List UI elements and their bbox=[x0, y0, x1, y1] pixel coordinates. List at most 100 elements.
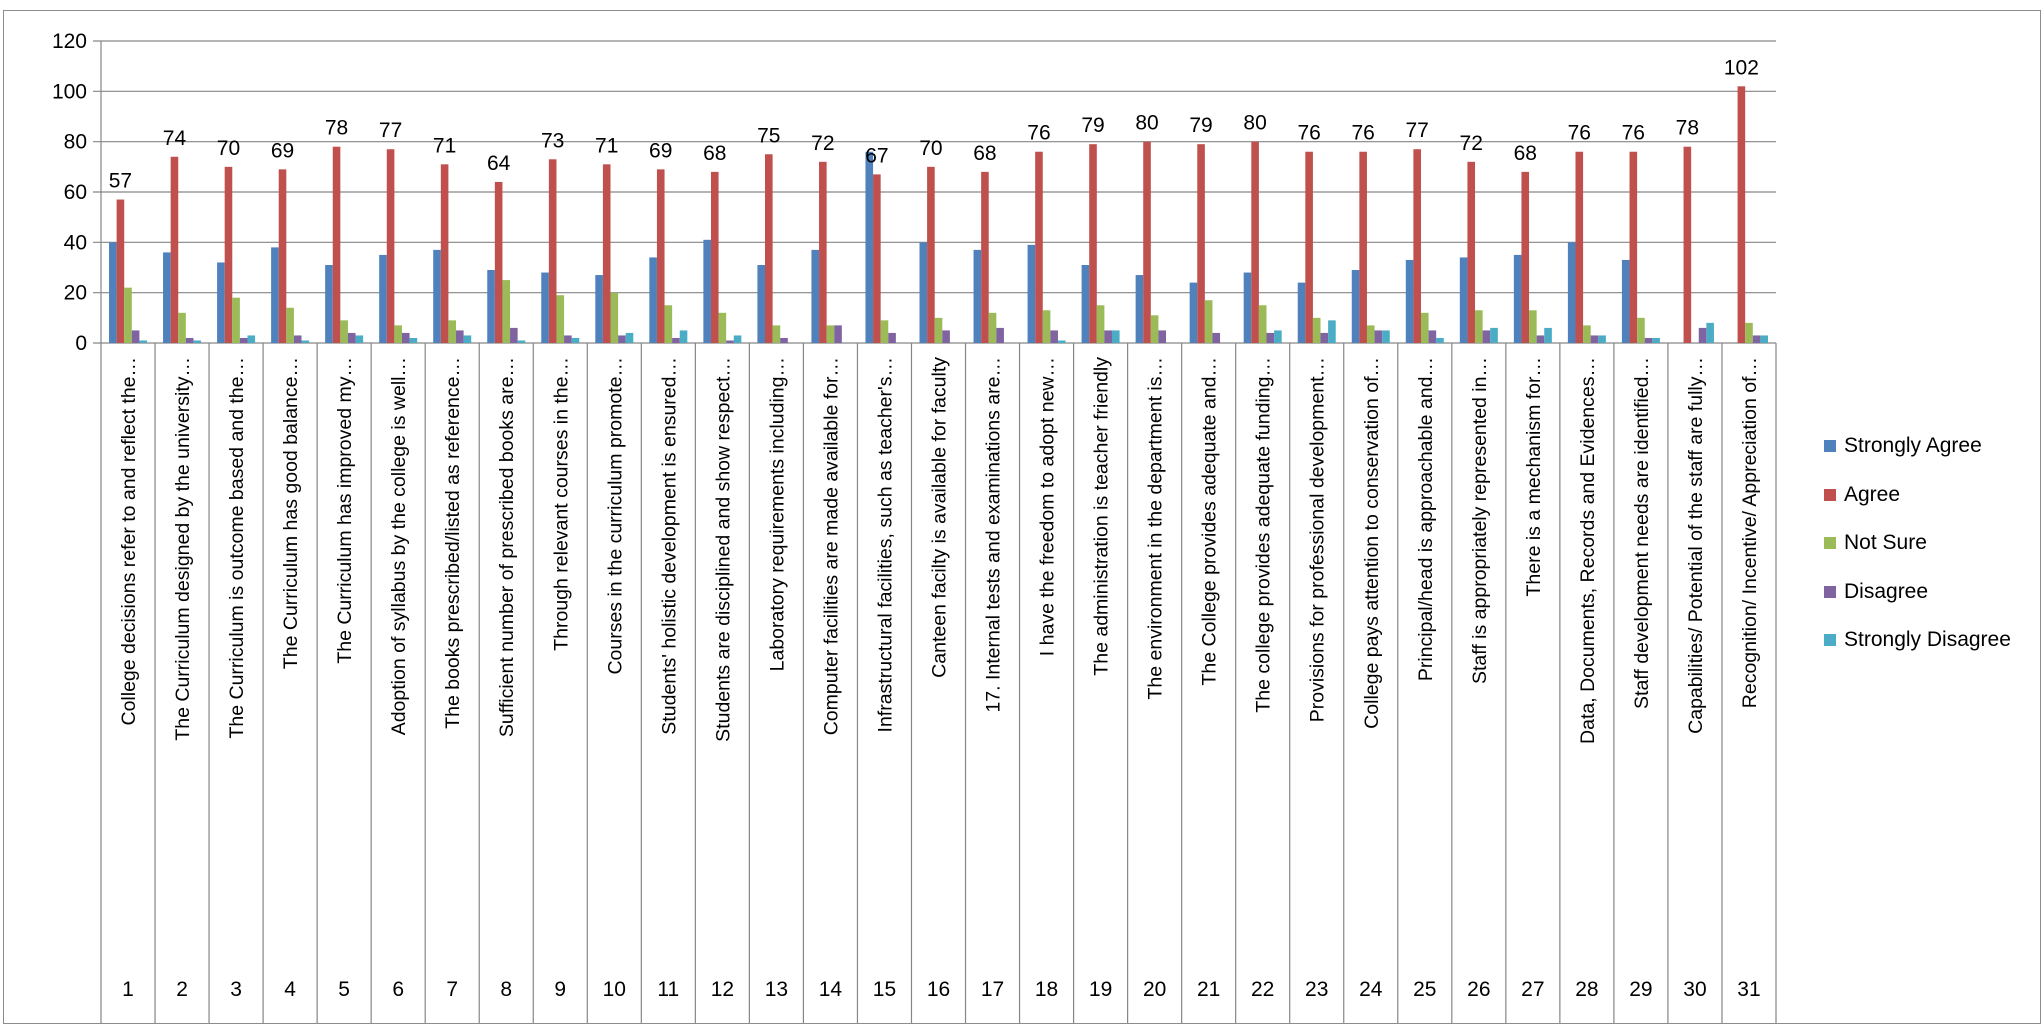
bar-strongly-agree bbox=[1567, 242, 1576, 343]
legend-swatch bbox=[1824, 585, 1836, 598]
bar-strongly-agree bbox=[379, 254, 387, 343]
bar-disagree bbox=[1266, 332, 1275, 343]
data-label: 102 bbox=[1724, 56, 1759, 79]
bar-not-sure bbox=[718, 312, 727, 343]
bar-not-sure bbox=[934, 317, 943, 343]
bar-strongly-disagree bbox=[139, 340, 148, 343]
x-tick-label: 1 bbox=[122, 978, 134, 1001]
x-tick-label: 19 bbox=[1089, 978, 1112, 1001]
bar-not-sure bbox=[664, 305, 673, 343]
bar-strongly-disagree bbox=[1706, 322, 1714, 343]
bar-disagree bbox=[131, 330, 140, 343]
category-statement: Data, Documents, Records and Evidences… bbox=[1577, 357, 1599, 744]
bar-not-sure bbox=[178, 312, 186, 343]
category-statement: Adoption of syllabus by the college is w… bbox=[388, 357, 410, 735]
data-label: 71 bbox=[595, 134, 618, 157]
category-statement: The Curriculum has improved my… bbox=[334, 357, 356, 664]
bar-strongly-disagree bbox=[517, 340, 526, 343]
x-tick-label: 30 bbox=[1683, 978, 1706, 1001]
bar-disagree bbox=[1374, 330, 1383, 343]
category-statement: Principal/head is approachable and… bbox=[1415, 357, 1437, 681]
bar-strongly-agree bbox=[757, 264, 766, 343]
bar-agree bbox=[1575, 151, 1584, 343]
category-statement: The books prescribed/listed as reference… bbox=[442, 357, 464, 729]
bar-not-sure bbox=[1420, 312, 1429, 343]
bar-strongly-agree bbox=[325, 264, 333, 343]
y-tick-label: 0 bbox=[75, 332, 87, 355]
data-label: 79 bbox=[1081, 114, 1104, 137]
x-tick-label: 25 bbox=[1413, 978, 1436, 1001]
x-tick-label: 14 bbox=[819, 978, 843, 1001]
x-tick-label: 9 bbox=[554, 978, 566, 1001]
bar-not-sure bbox=[340, 320, 348, 343]
bar-agree bbox=[1359, 151, 1367, 343]
bar-not-sure bbox=[394, 325, 402, 343]
legend-label: Agree bbox=[1844, 482, 1901, 506]
legend-item: Not Sure bbox=[1824, 519, 2011, 568]
bar-disagree bbox=[293, 335, 302, 343]
bar-strongly-agree bbox=[1081, 264, 1090, 343]
data-label: 68 bbox=[973, 142, 996, 165]
x-tick-label: 24 bbox=[1359, 978, 1383, 1001]
bar-strongly-agree bbox=[1297, 282, 1306, 343]
bar-disagree bbox=[1428, 330, 1437, 343]
category-statement: Students' holistic development is ensure… bbox=[658, 357, 680, 735]
bar-not-sure bbox=[1204, 300, 1213, 343]
data-label: 79 bbox=[1189, 114, 1212, 137]
data-label: 73 bbox=[541, 129, 564, 152]
x-tick-label: 29 bbox=[1629, 978, 1652, 1001]
bar-not-sure bbox=[1042, 310, 1051, 343]
bar-strongly-agree bbox=[649, 257, 657, 343]
bar-strongly-agree bbox=[109, 242, 117, 343]
bar-agree bbox=[602, 164, 611, 343]
bar-not-sure bbox=[502, 280, 511, 343]
bar-agree bbox=[170, 156, 179, 343]
category-statement: The Curriculum has good balance… bbox=[280, 357, 302, 669]
bar-disagree bbox=[996, 327, 1004, 343]
bar-not-sure bbox=[124, 287, 132, 343]
bar-strongly-disagree bbox=[1760, 335, 1768, 343]
y-tick-label: 40 bbox=[64, 231, 87, 254]
bar-disagree bbox=[942, 330, 950, 343]
y-tick-label: 120 bbox=[52, 30, 87, 53]
x-tick-label: 15 bbox=[873, 978, 896, 1001]
bar-not-sure bbox=[880, 320, 889, 343]
bar-strongly-disagree bbox=[1057, 340, 1066, 343]
bar-disagree bbox=[1752, 335, 1761, 343]
data-label: 78 bbox=[1676, 117, 1699, 140]
bar-not-sure bbox=[826, 325, 835, 343]
data-label: 72 bbox=[811, 132, 834, 155]
bar-disagree bbox=[1536, 335, 1545, 343]
data-label: 76 bbox=[1351, 122, 1374, 145]
legend-swatch bbox=[1824, 634, 1836, 647]
category-statement: Courses in the curriculum promote… bbox=[604, 357, 626, 675]
category-statement: 17. Internal tests and examinations are… bbox=[983, 357, 1005, 713]
category-statement: Canteen facilty is available for faculty bbox=[929, 357, 951, 678]
bar-not-sure bbox=[1745, 322, 1753, 343]
bar-strongly-disagree bbox=[193, 340, 202, 343]
x-tick-label: 17 bbox=[981, 978, 1004, 1001]
y-tick-label: 60 bbox=[64, 181, 87, 204]
legend-label: Disagree bbox=[1844, 579, 1929, 603]
data-label: 76 bbox=[1622, 122, 1645, 145]
bar-strongly-agree bbox=[1459, 257, 1468, 343]
x-tick-label: 18 bbox=[1035, 978, 1058, 1001]
x-tick-label: 11 bbox=[657, 978, 679, 1001]
bar-agree bbox=[1521, 171, 1530, 343]
data-label: 68 bbox=[703, 142, 726, 165]
bar-agree bbox=[440, 164, 449, 343]
bar-not-sure bbox=[1637, 317, 1645, 343]
x-tick-label: 10 bbox=[603, 978, 626, 1001]
x-tick-label: 22 bbox=[1251, 978, 1274, 1001]
bar-not-sure bbox=[232, 297, 240, 343]
bar-agree bbox=[1251, 141, 1259, 343]
bar-strongly-agree bbox=[811, 249, 820, 343]
category-statement: The Curriculum is outcome based and the… bbox=[226, 357, 248, 739]
bar-strongly-disagree bbox=[733, 335, 742, 343]
data-label: 80 bbox=[1135, 112, 1158, 135]
bar-disagree bbox=[672, 337, 680, 343]
bar-strongly-disagree bbox=[625, 332, 634, 343]
bar-not-sure bbox=[1366, 325, 1375, 343]
bar-strongly-disagree bbox=[1598, 335, 1606, 343]
